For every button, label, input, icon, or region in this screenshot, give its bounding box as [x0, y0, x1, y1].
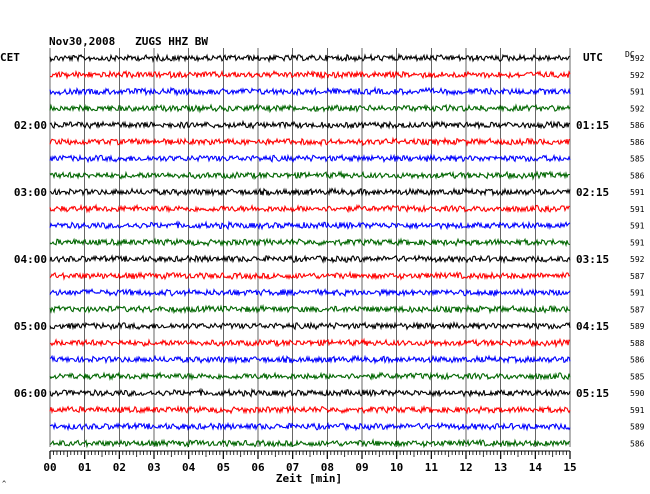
trace-2 — [49, 69, 571, 80]
trace-23 — [49, 421, 571, 432]
trace-8 — [49, 170, 571, 181]
dc-value-15: 591 — [630, 289, 645, 298]
trace-12 — [49, 237, 571, 248]
trace-13 — [49, 254, 571, 264]
utc-label-0215: 02:15 — [576, 186, 609, 199]
trace-6 — [49, 136, 571, 148]
x-tick-label-09: 09 — [355, 461, 368, 474]
dc-value-22: 591 — [630, 406, 645, 415]
x-tick-label-08: 08 — [321, 461, 334, 474]
corner-mark: ^ — [2, 480, 6, 488]
trace-17 — [49, 320, 571, 331]
cet-label-0300: 03:00 — [14, 186, 47, 199]
dc-value-8: 586 — [630, 171, 645, 180]
x-tick-label-14: 14 — [529, 461, 543, 474]
dc-value-24: 586 — [630, 439, 645, 448]
cet-label-0500: 05:00 — [14, 320, 47, 333]
dc-value-21: 590 — [630, 389, 645, 398]
x-tick-label-07: 07 — [286, 461, 299, 474]
x-tick-label-13: 13 — [494, 461, 507, 474]
x-tick-label-12: 12 — [459, 461, 472, 474]
x-tick-label-04: 04 — [182, 461, 196, 474]
utc-label-0415: 04:15 — [576, 320, 609, 333]
dc-value-17: 589 — [630, 322, 645, 331]
x-tick-label-05: 05 — [217, 461, 230, 474]
dc-value-14: 587 — [630, 272, 645, 281]
x-tick-label-02: 02 — [113, 461, 126, 474]
trace-21 — [49, 387, 571, 398]
seismic-traces — [49, 52, 571, 449]
x-tick-label-11: 11 — [425, 461, 439, 474]
x-axis: 00 01 02 03 04 05 06 07 08 09 10 11 12 13 14 15 — [43, 450, 577, 474]
dc-value-5: 586 — [630, 121, 645, 130]
trace-15 — [49, 287, 571, 298]
dc-value-4: 592 — [630, 104, 645, 113]
cet-hour-labels: 02:00 03:00 04:00 05:00 06:00 — [14, 119, 47, 400]
trace-14 — [49, 270, 571, 281]
trace-1 — [49, 52, 571, 64]
dc-value-12: 591 — [630, 238, 645, 247]
utc-label-0515: 05:15 — [576, 387, 609, 400]
dc-value-19: 586 — [630, 356, 645, 365]
trace-3 — [49, 86, 571, 97]
dc-value-16: 587 — [630, 305, 645, 314]
x-tick-label-00: 00 — [43, 461, 56, 474]
trace-16 — [49, 303, 571, 315]
dc-value-13: 592 — [630, 255, 645, 264]
trace-19 — [49, 354, 571, 365]
x-tick-label-10: 10 — [390, 461, 403, 474]
trace-9 — [49, 187, 571, 198]
dc-value-20: 585 — [630, 372, 645, 381]
trace-18 — [49, 337, 571, 349]
dc-value-18: 588 — [630, 339, 645, 348]
x-axis-label: Zeit [min] — [276, 472, 342, 485]
cet-label-0200: 02:00 — [14, 119, 47, 132]
dc-value-9: 591 — [630, 188, 645, 197]
trace-10 — [49, 203, 571, 214]
dc-value-7: 585 — [630, 155, 645, 164]
trace-22 — [49, 404, 571, 415]
trace-24 — [49, 438, 571, 449]
cet-label-0400: 04:00 — [14, 253, 47, 266]
x-tick-label-03: 03 — [147, 461, 160, 474]
utc-label-0315: 03:15 — [576, 253, 609, 266]
trace-11 — [49, 220, 571, 231]
trace-4 — [49, 103, 571, 114]
dc-value-11: 591 — [630, 222, 645, 231]
utc-label-0115: 01:15 — [576, 119, 609, 132]
dc-value-23: 589 — [630, 423, 645, 432]
trace-7 — [49, 153, 571, 164]
x-tick-label-15: 15 — [563, 461, 576, 474]
dc-value-10: 591 — [630, 205, 645, 214]
left-timezone-label: CET — [0, 51, 20, 64]
x-tick-label-06: 06 — [251, 461, 265, 474]
cet-label-0600: 06:00 — [14, 387, 47, 400]
chart-title: Nov30,2008 ZUGS HHZ BW — [49, 35, 208, 48]
x-tick-label-01: 01 — [78, 461, 92, 474]
utc-hour-labels: 01:15 02:15 03:15 04:15 05:15 — [576, 119, 609, 400]
dc-value-1: 592 — [630, 54, 645, 63]
trace-5 — [49, 119, 571, 130]
right-timezone-label: UTC — [583, 51, 603, 64]
dc-value-3: 591 — [630, 88, 645, 97]
dc-offset-values: 592 592 591 592 586 586 585 586 591 591 591 591 592 5… — [630, 54, 645, 448]
dc-value-2: 592 — [630, 71, 645, 80]
dc-value-6: 586 — [630, 138, 645, 147]
dc-label: DC — [625, 50, 635, 59]
minute-gridlines — [49, 48, 571, 447]
trace-20 — [49, 370, 571, 382]
